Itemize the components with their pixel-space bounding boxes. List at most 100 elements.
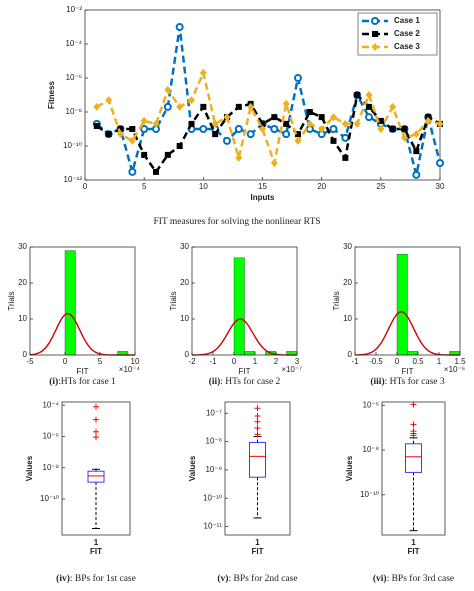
legend-label: Case 3 [394,42,420,51]
x-tick-label: 1 [253,357,258,366]
y-tick-label: 30 [18,242,27,251]
x-tick-label: 15 [258,182,267,191]
x-tick-label: 1 [255,538,260,547]
x-tick-label: -1 [209,357,217,366]
marker [176,102,184,111]
marker [164,85,172,94]
marker [282,99,290,108]
plot-frame [29,246,136,356]
x-axis-label: FIT [239,367,251,376]
caption: (ii): HTs for case 2 [209,376,281,387]
x-tick-label: -5 [26,357,34,366]
marker [372,31,378,37]
caption-label: (iii) [370,376,384,387]
marker [117,126,124,132]
outlier [254,413,261,420]
x-tick-label: -2 [188,357,196,366]
outlier [254,405,261,412]
plot-frame [354,246,461,356]
marker [341,133,350,142]
marker [271,114,278,121]
caption-text: : BPs for 3rd case [387,573,455,584]
caption-text: :HTs for case 1 [58,376,116,387]
marker [412,130,420,139]
caption: FIT measures for solving the nonlinear R… [153,216,320,227]
caption-label: (i) [49,376,58,387]
y-tick-label: 10⁻¹⁰ [360,490,379,499]
marker [105,96,113,105]
caption-label: (vi) [373,573,387,584]
marker [342,154,349,161]
y-tick-label: 10⁻⁸ [43,463,60,472]
y-tick-label: 0 [185,350,190,359]
marker [318,114,325,121]
marker [371,43,379,51]
plot-frame [224,401,291,536]
x-tick-label: 10 [199,182,208,191]
marker [246,130,255,139]
marker [259,120,266,127]
y-tick-label: 10⁻⁶ [43,432,59,441]
x-multiplier: ×10⁻⁴ [119,365,141,374]
marker [152,119,160,128]
y-tick-label: 10 [18,314,27,323]
outlier [254,425,261,432]
marker [436,119,444,128]
marker [117,130,124,139]
marker [212,131,219,138]
marker [377,125,385,133]
legend-label: Case 2 [394,29,420,38]
marker [389,126,396,132]
caption: (i):HTs for case 1 [49,376,116,387]
histogram-bar [233,257,245,356]
x-tick-label: 3 [295,357,300,366]
x-multiplier: ×10⁻⁷ [281,365,302,374]
marker [211,119,219,128]
box [87,470,105,483]
series-line [96,92,441,175]
y-tick-label: 10⁻¹⁰ [40,494,59,503]
plot-frame [191,246,298,356]
marker [283,120,290,127]
x-axis-label: FIT [90,547,102,556]
marker [234,125,243,133]
marker [259,125,266,133]
caption-text: : HTs for case 3 [385,376,445,387]
marker [341,119,349,128]
y-tick-label: 30 [343,242,352,251]
x-axis-label: FIT [77,367,89,376]
x-tick-label: 25 [376,182,385,191]
x-tick-label: 1.5 [454,357,466,366]
x-tick-label: 1 [437,357,442,366]
y-tick-label: 10⁻⁷ [206,408,222,417]
y-tick-label: 10⁻² [66,5,82,14]
caption: (v): BPs for 2nd case [217,573,297,584]
x-axis-label: FIT [252,547,264,556]
caption-label: (iv) [56,573,70,584]
y-tick-label: 10⁻⁸ [66,107,83,116]
x-tick-label: -1 [351,357,359,366]
x-tick-label: 0 [232,357,237,366]
marker [223,113,231,122]
y-tick-label: 10⁻⁹ [205,465,222,474]
marker [128,136,136,145]
y-tick-label: 10⁻¹¹ [204,522,223,531]
y-tick-label: 10 [180,314,189,323]
marker [247,102,255,111]
marker [128,167,137,176]
marker [401,133,408,142]
caption-label: (ii) [209,376,221,387]
marker [329,125,338,133]
marker [93,102,101,111]
y-tick-label: 10 [343,314,352,323]
fit-curve [30,312,135,356]
y-axis-label: Values [25,455,34,481]
marker [365,91,373,99]
marker [282,130,291,139]
x-tick-label: 2 [274,357,279,366]
marker [223,136,231,145]
outlier [93,403,99,410]
x-axis-label: Inputs [251,193,276,202]
x-tick-label: 10 [131,357,140,366]
y-tick-label: 10⁻¹⁰ [63,141,82,150]
